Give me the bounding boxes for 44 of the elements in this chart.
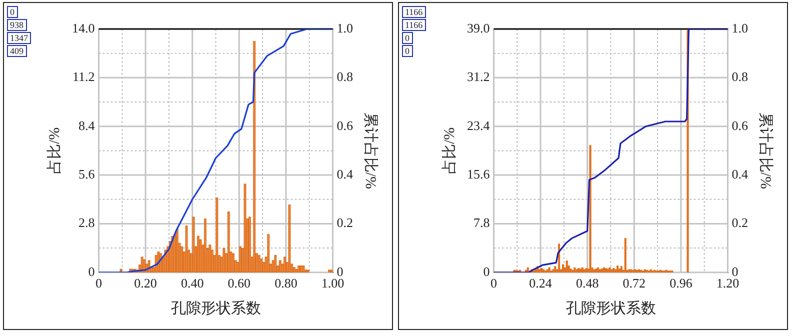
y2-tick-label: 0.4 <box>336 166 354 182</box>
y2-tick-label: 1.0 <box>336 20 353 36</box>
y-tick-label: 23.4 <box>467 118 490 133</box>
y-tick-label: 31.2 <box>467 69 490 84</box>
x-tick-label: 0.20 <box>134 276 157 291</box>
y-tick-label: 15.6 <box>467 166 490 182</box>
y2-tick-label: 0.8 <box>336 69 353 84</box>
x-tick-label: 0.40 <box>180 276 204 291</box>
y2-tick-label: 0.2 <box>732 215 748 230</box>
text: 1347 <box>7 32 31 44</box>
x-tick-label: 0.60 <box>228 276 251 291</box>
y2-tick-label: 0.6 <box>732 118 748 133</box>
x-axis-title: 孔隙形状系数 <box>566 300 656 317</box>
x-tick-label: 0.96 <box>670 276 693 291</box>
text: 0 <box>402 45 412 57</box>
y-tick-label: 39.0 <box>467 20 490 36</box>
y-axis-title: 占比/% <box>46 127 63 174</box>
y2-tick-label: 0.2 <box>336 215 353 230</box>
text: 1166 <box>402 19 426 31</box>
x-tick-label: 0.72 <box>622 276 646 291</box>
y-tick-label: 7.8 <box>474 215 490 230</box>
text: 409 <box>7 45 26 57</box>
text: 0 <box>7 6 18 18</box>
y2-axis-title: 累计占比/% <box>362 112 380 190</box>
y-tick-label: 5.6 <box>78 166 96 182</box>
y-axis-title: 占比/% <box>440 127 458 174</box>
y-tick-label: 0 <box>88 264 95 279</box>
y-tick-label: 8.4 <box>78 118 96 133</box>
y2-tick-label: 0.4 <box>732 166 748 182</box>
y-tick-label: 11.2 <box>72 69 95 84</box>
y2-axis-title: 累计占比/% <box>757 112 774 190</box>
y2-tick-label: 0.8 <box>732 69 748 84</box>
x-tick-label: 0.24 <box>529 276 552 291</box>
y-tick-label: 2.8 <box>78 215 95 230</box>
y-tick-label: 14.0 <box>72 20 95 36</box>
y2-tick-label: 0.6 <box>336 118 354 133</box>
x-axis-title: 孔隙形状系数 <box>170 300 261 317</box>
x-tick-label: 0.80 <box>274 276 298 291</box>
text: 0 <box>402 32 412 44</box>
text: 1166 <box>402 6 426 18</box>
text: 938 <box>7 19 26 31</box>
y2-tick-label: 1.0 <box>732 20 748 36</box>
y-tick-label: 0 <box>483 264 490 279</box>
x-tick-label: 0.48 <box>576 276 599 291</box>
